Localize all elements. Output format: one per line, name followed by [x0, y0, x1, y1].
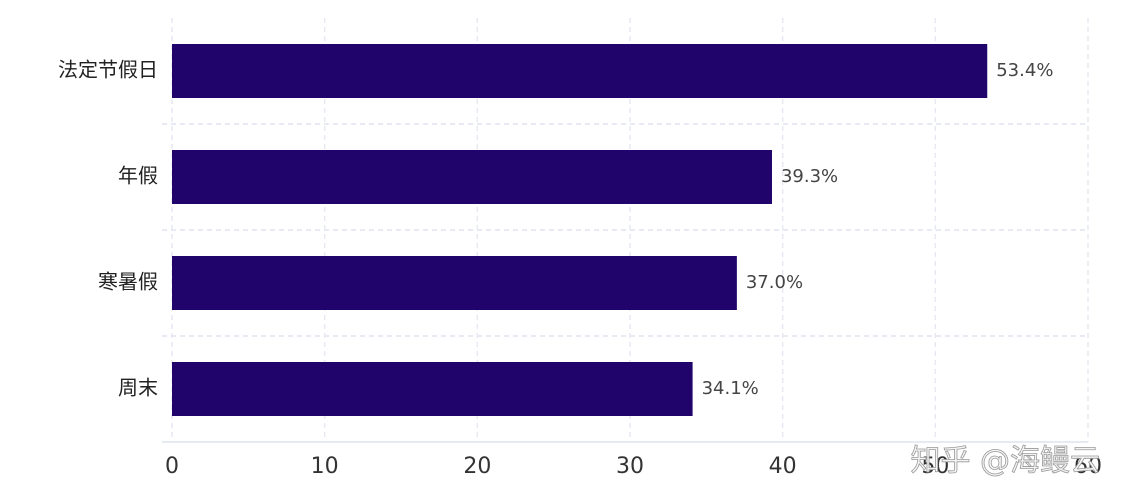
y-tick-label: 周末	[118, 376, 158, 400]
bar	[172, 44, 988, 98]
value-label: 34.1%	[702, 378, 759, 399]
x-tick-label: 60	[1074, 454, 1102, 479]
bar	[172, 362, 693, 416]
x-tick-label: 30	[616, 454, 644, 479]
y-tick-label: 寒暑假	[98, 270, 158, 294]
value-label: 39.3%	[781, 166, 838, 187]
watermark: 知乎 @海鳗云	[910, 444, 1100, 479]
bar	[172, 150, 772, 204]
x-tick-label: 10	[311, 454, 339, 479]
value-label: 37.0%	[746, 272, 803, 293]
value-label: 53.4%	[996, 60, 1053, 81]
x-tick-label: 20	[463, 454, 491, 479]
y-tick-label: 年假	[118, 164, 158, 188]
x-tick-label: 40	[769, 454, 797, 479]
y-tick-label: 法定节假日	[58, 58, 158, 82]
x-tick-label: 50	[921, 454, 949, 479]
bar	[172, 256, 737, 310]
x-tick-label: 0	[165, 454, 179, 479]
